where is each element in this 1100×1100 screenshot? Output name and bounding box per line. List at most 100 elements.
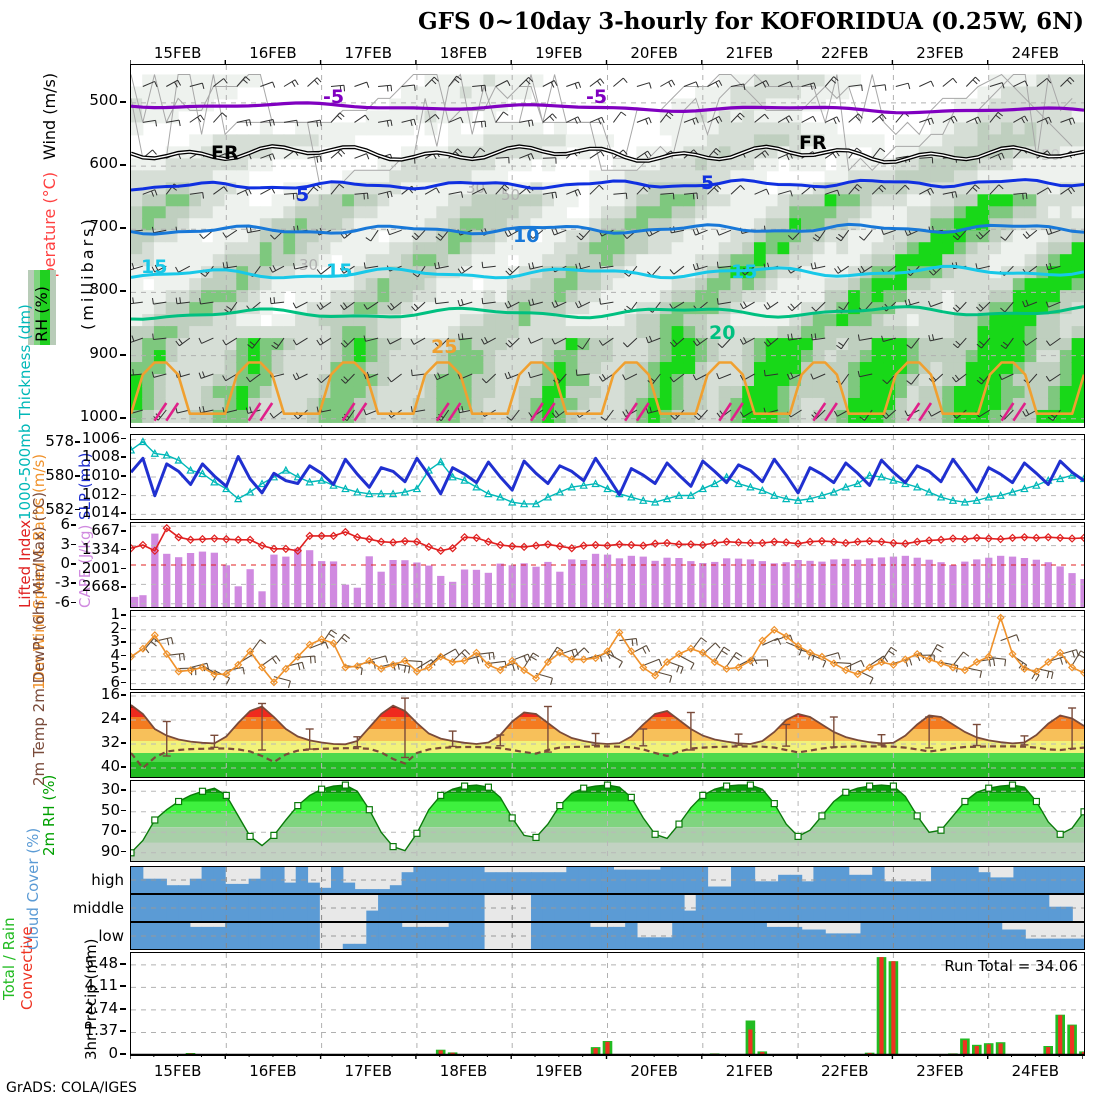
axis-tick-mark (121, 668, 126, 670)
cloud-low-label: low (98, 927, 124, 945)
axis-tick-label: 2668 (81, 577, 120, 596)
rh2m-yticks: 30 50 70 90 (86, 780, 126, 862)
thickness-yticks: 582 580 578 (18, 432, 80, 520)
time-axis-label: 23FEB (916, 1062, 964, 1080)
cloud-low-panel (130, 922, 1085, 950)
axis-tick-label: 6 (60, 515, 70, 534)
time-axis-label: 15FEB (153, 44, 202, 62)
pressure-tick-label: 900 (89, 343, 118, 362)
cape-yticks: 2668 2001 1334 667 (62, 521, 126, 608)
axis-tick-label: 3 (110, 632, 120, 651)
contour-label: 15 (326, 260, 352, 282)
axis-tick-label: 90 (100, 841, 120, 860)
precip-convective-legend: Convective (18, 926, 36, 1010)
contour-label: -5 (586, 86, 607, 108)
precip-tick-mark (120, 985, 126, 988)
pressure-tick-label: 800 (89, 280, 118, 299)
axis-tick-label: 4 (110, 645, 120, 664)
precip-tick-mark (120, 1053, 126, 1055)
time-axis-label: 16FEB (249, 1062, 297, 1080)
contour-label: 15 (731, 261, 757, 283)
precip-tick-label: 1.37 (84, 1021, 118, 1040)
contour-label: 10 (513, 225, 539, 247)
time-axis-label: 21FEB (725, 1062, 774, 1080)
page-title: GFS 0~10day 3-hourly for KOFORIDUA (0.25… (418, 8, 1085, 35)
pressure-tick-label: 500 (89, 90, 118, 109)
axis-tick-mark (121, 809, 126, 812)
axis-tick-label: 1010 (81, 466, 120, 484)
axis-tick-label: 70 (100, 821, 120, 840)
time-axis-label: 19FEB (535, 1062, 583, 1080)
precip-tick-label: 5.48 (84, 953, 118, 972)
contour-label: FR (211, 142, 239, 164)
time-axis-label: 22FEB (821, 44, 869, 62)
contour-label: 25 (431, 336, 457, 358)
axis-tick-label: 50 (100, 800, 120, 819)
axis-tick-mark (121, 830, 126, 832)
precip-tick-mark (120, 1007, 126, 1010)
time-axis-label: 20FEB (630, 44, 678, 62)
contour-label: FR (799, 132, 827, 154)
contour-label: 20 (709, 322, 735, 344)
axis-tick-mark (121, 694, 126, 696)
axis-tick-mark (121, 548, 126, 551)
axis-tick-mark (71, 563, 76, 565)
time-axis-label: 18FEB (439, 1062, 488, 1080)
slp-yticks: 1014 1012 1010 1008 1006 (62, 429, 126, 522)
axis-tick-label: 1012 (81, 484, 120, 503)
axis-tick-mark (75, 441, 80, 443)
contour-label: -5 (323, 86, 344, 108)
axis-tick-label: 5 (110, 659, 120, 678)
precip-tick-mark (120, 962, 126, 965)
axis-tick-label: 1014 (81, 503, 120, 522)
axis-tick-mark (71, 524, 76, 526)
axis-tick-label: 582 (45, 499, 74, 518)
cloud-middle-label: middle (72, 899, 124, 917)
axis-tick-mark (121, 530, 126, 532)
precip-tick-label: 2.74 (84, 998, 118, 1017)
axis-tick-label: 580 (45, 466, 74, 484)
pressure-tick-label: 600 (89, 154, 118, 173)
axis-tick-label: 16 (100, 685, 120, 703)
cloud-high-panel (130, 866, 1085, 894)
time-axis-label: 19FEB (535, 44, 583, 62)
axis-tick-mark (75, 508, 80, 511)
pressure-tick-mark (120, 227, 126, 230)
time-axis-label: 23FEB (916, 44, 964, 62)
axis-tick-mark (121, 654, 126, 657)
time-axis-label: 18FEB (439, 44, 488, 62)
axis-tick-mark (71, 582, 76, 584)
axis-tick-mark (121, 567, 126, 570)
time-axis-label: 21FEB (725, 44, 774, 62)
axis-tick-mark (71, 601, 76, 604)
axis-tick-label: 1334 (81, 539, 120, 558)
rh-axis-label-text: RH (%) (32, 286, 51, 342)
axis-tick-mark (71, 543, 76, 546)
upper-air-panel: 30 50 30 50 -5 -5 FR FR 5 5 10 15 15 15 25 20 (130, 64, 1085, 428)
time-axis-label: 16FEB (249, 44, 297, 62)
lifted-index-yticks: -6 -3 0 3 6 (18, 515, 76, 611)
pressure-tick-mark (120, 100, 126, 103)
cloud-high-label: high (91, 871, 124, 889)
axis-tick-mark (121, 718, 126, 720)
rh2m-axis-label: 2m RH (%) (40, 774, 58, 856)
axis-tick-mark (121, 850, 126, 853)
axis-tick-mark (75, 475, 80, 477)
wind-axis-label: Wind (m/s) (40, 72, 59, 160)
axis-tick-mark (121, 456, 126, 458)
precip-tick-label: 4.11 (84, 976, 118, 995)
precip-yticks: 0 1.37 2.74 4.11 5.48 (70, 952, 126, 1062)
axis-tick-label: 3 (60, 534, 70, 553)
time-axis-label: 20FEB (630, 1062, 678, 1080)
temp2m-axis-label: 2m Temp 2m DewPt (6hr Min/Max) (°C) (30, 491, 48, 786)
pressure-tick-mark (120, 290, 126, 293)
rh-axis-label: RH (%) (28, 270, 56, 345)
time-axis-label: 22FEB (821, 1062, 869, 1080)
pressure-tick-mark (120, 164, 126, 167)
temp2m-yticks: 16 24 32 40 (86, 685, 126, 778)
axis-tick-mark (121, 614, 126, 616)
axis-tick-label: -3 (55, 573, 70, 592)
contour-label: 5 (296, 184, 309, 206)
rh2m-panel (130, 780, 1085, 862)
